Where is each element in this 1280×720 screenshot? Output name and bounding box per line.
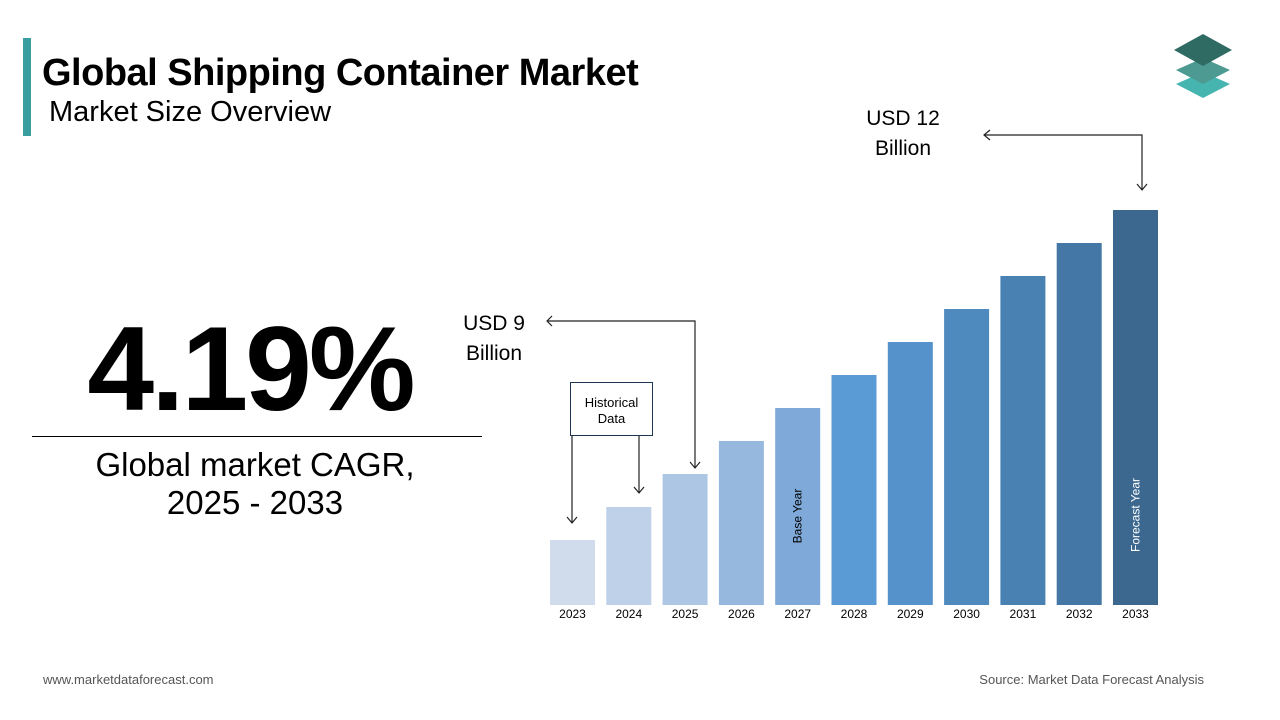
- bar-label-2027: Base Year: [791, 489, 805, 544]
- start-value-line1: USD 9: [463, 312, 525, 335]
- x-tick-label: 2031: [1010, 607, 1037, 621]
- cagr-label: Global market CAGR, 2025 - 2033: [30, 446, 480, 522]
- bar-2030: [944, 309, 990, 605]
- divider: [32, 436, 482, 437]
- bar-label-2033: Forecast Year: [1129, 478, 1143, 552]
- stacked-layers-icon: [1174, 34, 1232, 98]
- x-tick-label: 2030: [953, 607, 980, 621]
- bar-2029: [887, 342, 933, 605]
- cagr-value: 4.19%: [87, 302, 415, 436]
- bar-2027: [775, 408, 821, 605]
- x-tick-label: 2026: [728, 607, 755, 621]
- title-accent-bar: [23, 38, 31, 136]
- x-tick-label: 2025: [672, 607, 699, 621]
- cagr-label-line2: 2025 - 2033: [166, 484, 344, 521]
- bar-2024: [606, 507, 652, 605]
- bar-2028: [831, 375, 877, 605]
- end-value-line2: Billion: [874, 137, 932, 160]
- x-tick-label: 2028: [841, 607, 868, 621]
- website-link[interactable]: www.marketdataforecast.com: [43, 672, 214, 687]
- page-title: Global Shipping Container Market: [42, 52, 639, 94]
- x-tick-label: 2024: [615, 607, 642, 621]
- page-subtitle: Market Size Overview: [49, 96, 332, 128]
- x-tick-label: 2029: [897, 607, 924, 621]
- bar-2025: [662, 474, 708, 605]
- arrow-2025: [548, 320, 696, 468]
- source-note: Source: Market Data Forecast Analysis: [979, 672, 1204, 687]
- historical-line2: Data: [597, 411, 626, 426]
- annotation-arrows: [546, 129, 1148, 524]
- cagr-label-line1: Global market CAGR,: [95, 446, 415, 483]
- historical-data-box: Historical Data: [570, 382, 653, 436]
- end-value-line1: USD 12: [866, 107, 940, 130]
- bar-2032: [1056, 243, 1102, 605]
- x-tick-label: 2032: [1066, 607, 1093, 621]
- end-value-annotation: USD 12 Billion: [858, 104, 948, 164]
- start-value-line2: Billion: [465, 342, 523, 365]
- x-tick-label: 2027: [784, 607, 811, 621]
- historical-line1: Historical: [584, 395, 639, 410]
- x-tick-label: 2023: [559, 607, 586, 621]
- bar-2026: [718, 441, 764, 605]
- bar-2023: [550, 540, 595, 605]
- bar-2033: [1113, 210, 1158, 605]
- bar-2031: [1000, 276, 1046, 605]
- start-value-annotation: USD 9 Billion: [458, 309, 530, 369]
- x-tick-label: 2033: [1122, 607, 1149, 621]
